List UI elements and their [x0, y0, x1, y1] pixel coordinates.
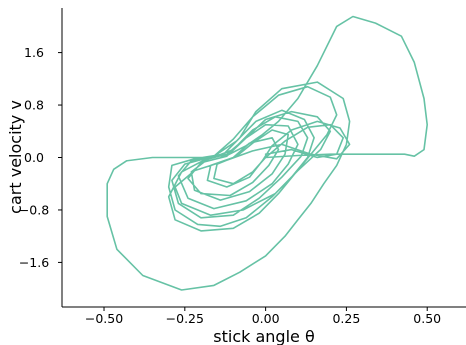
y-axis-label: cart velocity v	[6, 100, 25, 214]
x-tick-label: 0.50	[413, 311, 441, 326]
x-tick-label: −0.50	[85, 311, 123, 326]
y-tick-label: 1.6	[24, 45, 44, 60]
x-tick-label: 0.00	[252, 311, 280, 326]
y-tick-label: −0.8	[19, 202, 49, 217]
y-tick-label: 0.0	[24, 150, 44, 165]
x-tick-label: −0.25	[166, 311, 204, 326]
y-tick-label: −1.6	[19, 255, 49, 270]
x-axis-label: stick angle θ	[213, 327, 314, 345]
y-tick-label: 0.8	[24, 98, 44, 113]
series-line-0	[106, 15, 428, 291]
y-ticks: −1.6 −0.8 0.0 0.8 1.6	[19, 45, 62, 270]
x-tick-label: 0.25	[332, 311, 360, 326]
plot-area	[106, 15, 428, 291]
x-ticks: −0.50 −0.25 0.00 0.25 0.50	[85, 307, 441, 326]
